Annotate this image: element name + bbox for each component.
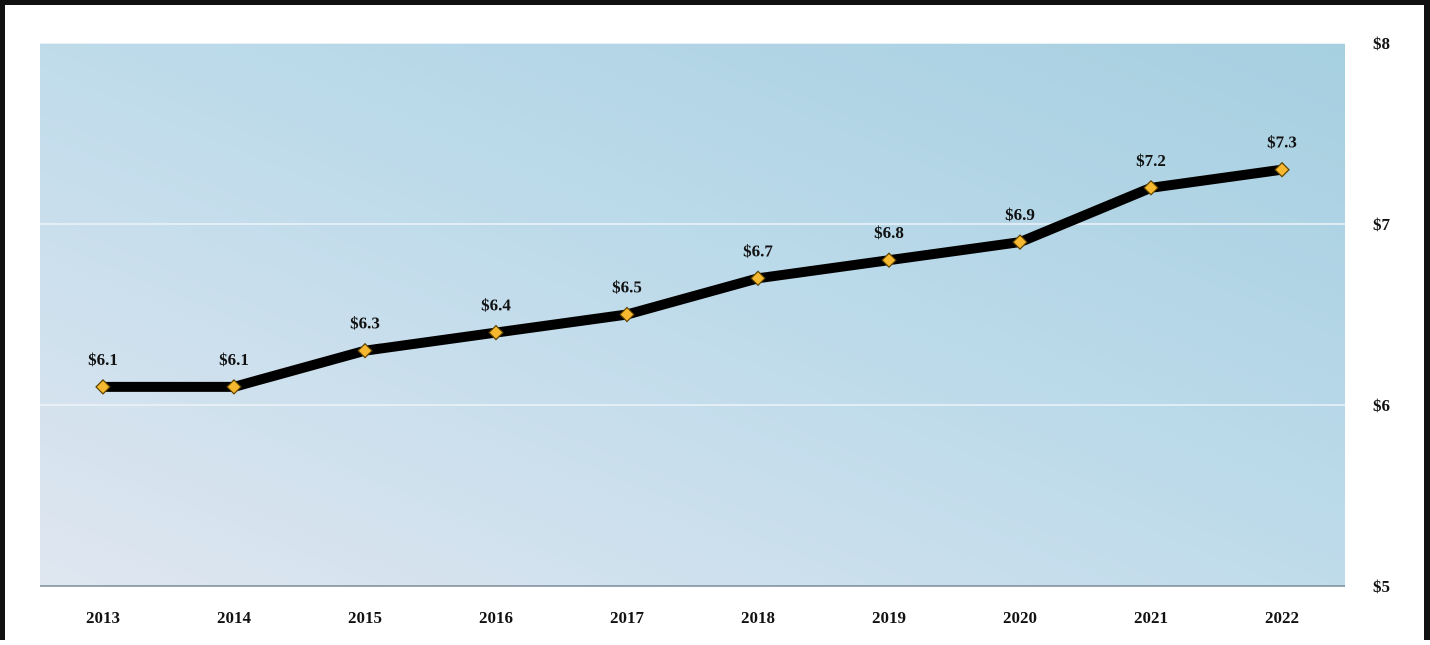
x-tick-label-2019: 2019 bbox=[872, 608, 906, 627]
data-label-2018: $6.7 bbox=[743, 241, 773, 260]
data-point-2016 bbox=[488, 324, 504, 341]
x-tick-label-2015: 2015 bbox=[348, 608, 382, 627]
marker-layer bbox=[95, 161, 1290, 395]
line-chart: $6.1 $6.1 $6.3 $6.4 $6.5 $6.7 $6.8 $6.9 $7.2 $7.3… bbox=[40, 34, 1391, 627]
y-tick-label-$8: $8 bbox=[1373, 34, 1390, 53]
x-tick-label-2021: 2021 bbox=[1134, 608, 1168, 627]
data-point-2013 bbox=[95, 379, 111, 395]
series-layer bbox=[98, 164, 1287, 392]
y-axis-ticks: $5 $6 $7 $8 bbox=[1373, 34, 1391, 596]
x-tick-label-2018: 2018 bbox=[741, 608, 775, 627]
gridlines bbox=[40, 223, 1345, 406]
data-label-2015: $6.3 bbox=[350, 314, 380, 333]
plot-area bbox=[40, 43, 1345, 586]
x-axis-ticks: 2013 2014 2015 2016 2017 2018 2019 2020 2021 2022 bbox=[86, 608, 1299, 627]
data-point-2015 bbox=[357, 342, 373, 359]
y-tick-label-$7: $7 bbox=[1373, 215, 1391, 234]
data-label-layer: $6.1 $6.1 $6.3 $6.4 $6.5 $6.7 $6.8 $6.9 $7.2 $7.3 bbox=[88, 133, 1297, 369]
x-tick-label-2020: 2020 bbox=[1003, 608, 1037, 627]
y-tick-label-$6: $6 bbox=[1373, 396, 1390, 415]
data-label-2014: $6.1 bbox=[219, 350, 249, 369]
data-label-2013: $6.1 bbox=[88, 350, 118, 369]
series-line bbox=[98, 164, 1287, 392]
data-point-2020 bbox=[1012, 234, 1028, 250]
x-tick-label-2017: 2017 bbox=[610, 608, 645, 627]
data-label-2019: $6.8 bbox=[874, 223, 904, 242]
data-point-2022 bbox=[1274, 161, 1290, 178]
data-label-2022: $7.3 bbox=[1267, 133, 1297, 152]
x-tick-label-2014: 2014 bbox=[217, 608, 252, 627]
data-point-2014 bbox=[226, 379, 242, 395]
data-label-2021: $7.2 bbox=[1136, 151, 1166, 170]
data-label-2017: $6.5 bbox=[612, 278, 642, 297]
x-tick-label-2013: 2013 bbox=[86, 608, 120, 627]
data-label-2020: $6.9 bbox=[1005, 205, 1035, 224]
data-point-2018 bbox=[750, 270, 766, 287]
y-tick-label-$5: $5 bbox=[1373, 577, 1390, 596]
data-label-2016: $6.4 bbox=[481, 296, 511, 315]
data-point-2019 bbox=[881, 252, 897, 269]
data-point-2017 bbox=[619, 306, 635, 323]
x-tick-label-2022: 2022 bbox=[1265, 608, 1299, 627]
x-tick-label-2016: 2016 bbox=[479, 608, 513, 627]
data-point-2021 bbox=[1143, 179, 1159, 196]
